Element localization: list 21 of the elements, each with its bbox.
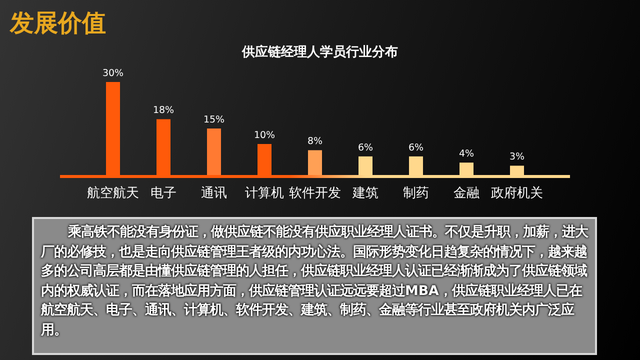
data-label: 3% <box>509 152 525 163</box>
x-tick-label: 政府机关 <box>491 185 543 201</box>
data-label: 10% <box>254 130 276 141</box>
x-tick-label: 航空航天 <box>87 186 139 201</box>
x-tick-label: 计算机 <box>245 186 284 201</box>
x-tick-label: 金融 <box>454 186 480 201</box>
x-tick-label: 电子 <box>150 186 176 201</box>
data-label: 6% <box>358 142 374 154</box>
data-label: 30% <box>102 68 124 79</box>
data-label: 4% <box>458 148 474 160</box>
data-label: 6% <box>408 142 424 154</box>
x-tick-label: 制药 <box>403 186 429 201</box>
x-tick-label: 软件开发 <box>289 186 341 201</box>
data-label: 15% <box>203 114 225 126</box>
chart-title: 发展价值 <box>9 9 106 37</box>
text: 乘高铁不能没有身份证，做供应链不能没有供应职业经理人证书。不仅是升职，加薪，进大厂的必修技，也是走向供应链管理王者级的内功心法。国际形势变化日趋复杂的情况下，越来越多的公司高层都是由懂供应链管理的人担任，供应链职业经理人认证已经渐渐成为了供应链领域内的权威认证，而在落地应用方面，供应链管理认证远远要超过MBA，供应链职业经理人已在航空航天、电子、通讯、计算机、软件开发、建筑、制药、金融等行业甚至政府机关内广泛应用。 <box>41 223 588 340</box>
x-tick-label: 建筑 <box>352 186 378 201</box>
chart-subtitle: 供应链经理人学员行业分布 <box>241 44 398 60</box>
x-tick-label: 通讯 <box>201 186 227 201</box>
data-label: 18% <box>152 105 174 116</box>
data-label: 8% <box>307 136 323 148</box>
